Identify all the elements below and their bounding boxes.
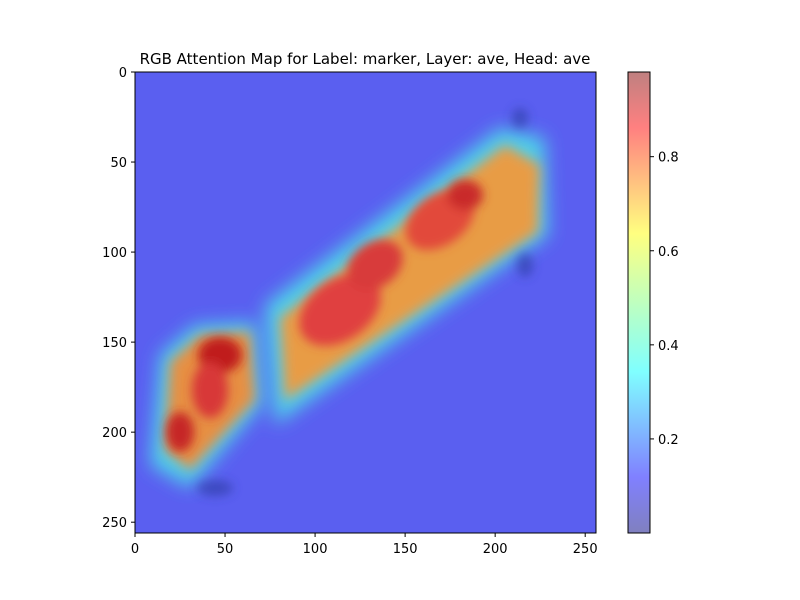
colorbar-tick-label: 0.6 <box>658 245 679 260</box>
attention-hotspots <box>166 180 483 452</box>
x-axis: 0 50 100 150 200 250 <box>131 533 598 557</box>
x-tick-label: 0 <box>131 542 139 557</box>
hotspot-7 <box>166 412 194 452</box>
hotspot-6 <box>192 362 228 418</box>
y-tick-label: 250 <box>102 516 127 531</box>
heatmap-plot <box>135 72 596 533</box>
colorbar-tick-label: 0.8 <box>658 151 679 166</box>
colorbar-tick-label: 0.4 <box>658 339 679 354</box>
y-tick-label: 0 <box>119 66 127 81</box>
colorbar: 0.2 0.4 0.6 0.8 <box>627 71 679 534</box>
colorbar-gradient <box>628 72 650 533</box>
dark-shadows <box>197 108 533 496</box>
shadow-top-right <box>512 108 528 128</box>
x-tick-label: 150 <box>393 542 418 557</box>
x-tick-label: 50 <box>217 542 234 557</box>
shadow-right <box>517 253 533 277</box>
y-tick-label: 150 <box>102 336 127 351</box>
colorbar-frame <box>627 71 651 534</box>
x-tick-label: 250 <box>573 542 598 557</box>
y-axis: 0 50 100 150 200 250 <box>102 66 135 531</box>
chart-title: RGB Attention Map for Label: marker, Lay… <box>140 50 591 68</box>
shadow-bottom-left <box>197 480 233 496</box>
hotspot-4 <box>447 180 483 210</box>
x-tick-label: 200 <box>483 542 508 557</box>
colorbar-ticks: 0.2 0.4 0.6 0.8 <box>650 151 679 448</box>
hotspot-1 <box>299 274 381 346</box>
y-tick-label: 100 <box>102 246 127 261</box>
x-tick-label: 100 <box>303 542 328 557</box>
colorbar-tick-label: 0.2 <box>658 433 679 448</box>
hotspot-2 <box>347 240 403 290</box>
plot-frame <box>134 71 597 534</box>
y-tick-label: 50 <box>110 156 127 171</box>
y-tick-label: 200 <box>102 426 127 441</box>
